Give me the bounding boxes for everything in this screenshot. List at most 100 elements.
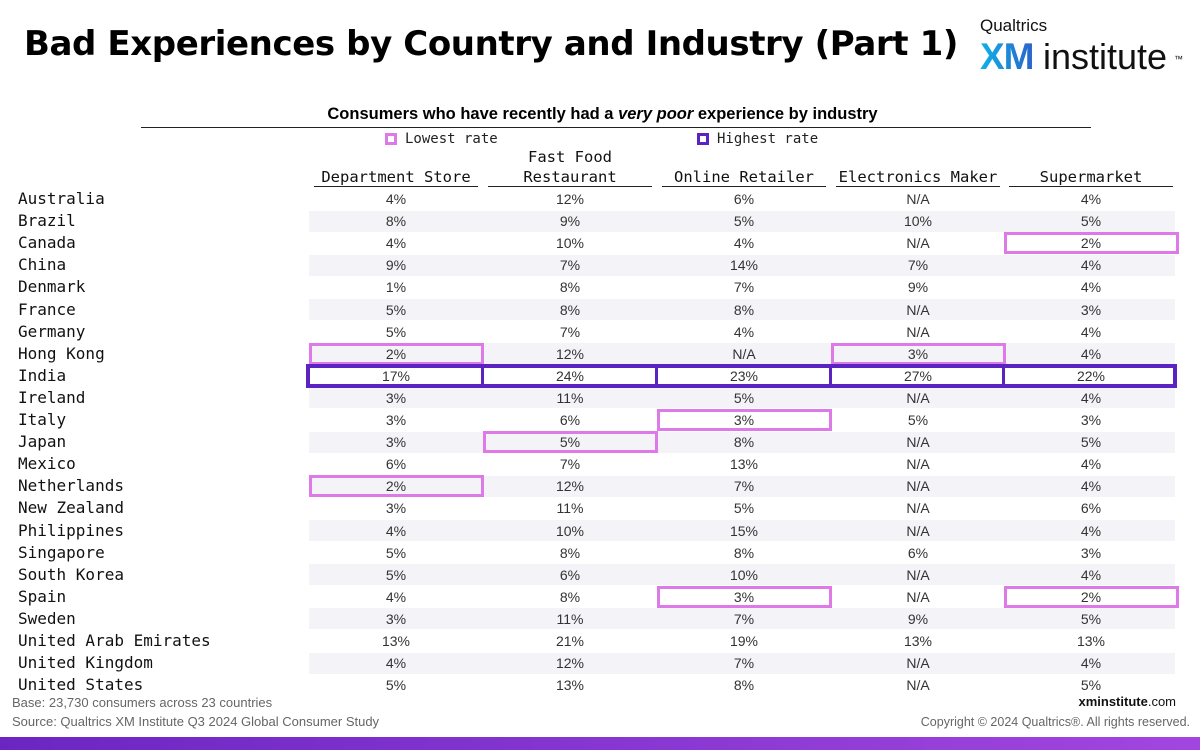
table-cell: N/A — [906, 389, 930, 406]
table-cell: 4% — [1080, 345, 1102, 362]
table-cell: 23% — [729, 367, 759, 384]
table-cell: 4% — [1080, 478, 1102, 495]
table-cell: 19% — [729, 633, 759, 649]
row-label-country: Singapore — [18, 542, 105, 562]
table-cell: 8% — [559, 544, 581, 561]
highest-rate-divider — [1002, 367, 1005, 384]
table-cell: 4% — [733, 235, 755, 252]
table-cell: 5% — [385, 323, 407, 340]
row-label-country: South Korea — [18, 564, 124, 584]
website-link[interactable]: xminstitute.com — [1078, 694, 1176, 709]
table-cell: 4% — [1080, 389, 1102, 406]
table-cell: 12% — [555, 345, 585, 362]
table-cell: 3% — [907, 345, 929, 362]
logo-tm: ™ — [1174, 54, 1183, 64]
table-cell: 4% — [1080, 191, 1102, 207]
table-cell: 8% — [733, 677, 755, 694]
table-cell: 5% — [385, 544, 407, 561]
highest-rate-divider — [829, 367, 832, 384]
row-band — [309, 608, 1175, 630]
lowest-rate-highlight — [483, 431, 658, 454]
table-cell: 4% — [1080, 566, 1102, 583]
table-cell: 8% — [559, 588, 581, 605]
base-note: Base: 23,730 consumers across 23 countri… — [12, 695, 273, 710]
table-cell: 4% — [385, 522, 407, 539]
lowest-rate-highlight — [309, 475, 484, 498]
row-label-country: Australia — [18, 189, 105, 208]
legend-lowest-swatch — [385, 133, 397, 145]
table-cell: 9% — [907, 279, 929, 296]
table-cell: 4% — [385, 655, 407, 672]
table-cell: 3% — [385, 412, 407, 428]
row-band — [309, 431, 1175, 453]
table-cell: 4% — [1080, 257, 1102, 274]
column-header-rule — [488, 186, 652, 187]
chart-title-post: experience by industry — [693, 105, 878, 123]
table-cell: 11% — [556, 389, 584, 406]
table-cell: 5% — [733, 389, 755, 406]
highest-rate-divider — [481, 367, 484, 384]
table-cell: N/A — [906, 434, 930, 451]
table-cell: N/A — [906, 478, 930, 495]
row-label-country: New Zealand — [18, 498, 124, 518]
table-cell: 13% — [1076, 633, 1106, 649]
table-cell: 13% — [903, 633, 933, 649]
table-cell: N/A — [906, 235, 930, 252]
table-cell: 9% — [907, 610, 929, 627]
table-cell: 22% — [1076, 367, 1106, 384]
row-label-country: Ireland — [18, 387, 86, 407]
table-cell: 5% — [1080, 677, 1102, 694]
row-label-country: India — [18, 365, 67, 385]
table-cell: 3% — [385, 610, 407, 627]
table-cell: 9% — [385, 257, 407, 274]
chart-title: Consumers who have recently had a very p… — [0, 105, 1200, 124]
row-band — [309, 520, 1175, 541]
table-cell: 5% — [1080, 434, 1102, 451]
table-cell: 7% — [733, 655, 755, 672]
table-cell: 13% — [555, 677, 585, 694]
table-cell: 17% — [381, 367, 411, 384]
table-cell: 5% — [559, 434, 581, 451]
row-label-country: Mexico — [18, 454, 76, 474]
table-cell: 6% — [733, 191, 755, 207]
column-header-fast-food-restaurant: Restaurant — [523, 168, 617, 186]
table-cell: 4% — [385, 235, 407, 252]
row-label-country: Philippines — [18, 520, 124, 540]
logo-brand: Qualtrics — [980, 16, 1048, 35]
table-cell: 8% — [559, 279, 581, 296]
table-cell: 4% — [1080, 522, 1102, 539]
table-cell: 7% — [733, 610, 755, 627]
lowest-rate-highlight — [1004, 585, 1179, 608]
lowest-rate-highlight — [657, 409, 832, 431]
table-cell: 7% — [733, 478, 755, 495]
legend-lowest-label: Lowest rate — [405, 131, 498, 147]
table-cell: N/A — [906, 301, 930, 318]
table-cell: 7% — [733, 279, 755, 296]
table-cell: N/A — [906, 456, 930, 473]
row-band — [309, 210, 1175, 232]
table-cell: 8% — [733, 301, 755, 318]
table-cell: 6% — [907, 544, 929, 561]
website-rest: .com — [1147, 694, 1176, 709]
table-cell: 11% — [556, 610, 584, 627]
row-label-country: Japan — [18, 432, 67, 452]
legend-lowest: Lowest rate — [385, 131, 498, 147]
column-header-fast-food-restaurant-line1: Fast Food — [528, 148, 612, 166]
website-bold: xminstitute — [1078, 694, 1148, 709]
chart-title-pre: Consumers who have recently had a — [327, 105, 619, 123]
row-label-country: Sweden — [18, 608, 76, 628]
table-cell: N/A — [906, 500, 930, 517]
table-cell: 27% — [903, 367, 933, 384]
row-label-country: Denmark — [18, 277, 86, 297]
xm-institute-logo: Qualtrics XM institute ™ — [980, 14, 1190, 77]
table-cell: N/A — [906, 588, 930, 605]
table-cell: 13% — [381, 633, 411, 649]
table-cell: 7% — [907, 257, 929, 274]
table-cell: 24% — [555, 367, 585, 384]
column-header-rule — [836, 186, 1000, 187]
column-header-rule — [314, 186, 478, 187]
row-label-country: Hong Kong — [18, 343, 105, 363]
table-cell: 5% — [385, 566, 407, 583]
table-cell: 7% — [559, 456, 581, 473]
row-label-country: Brazil — [18, 211, 76, 231]
